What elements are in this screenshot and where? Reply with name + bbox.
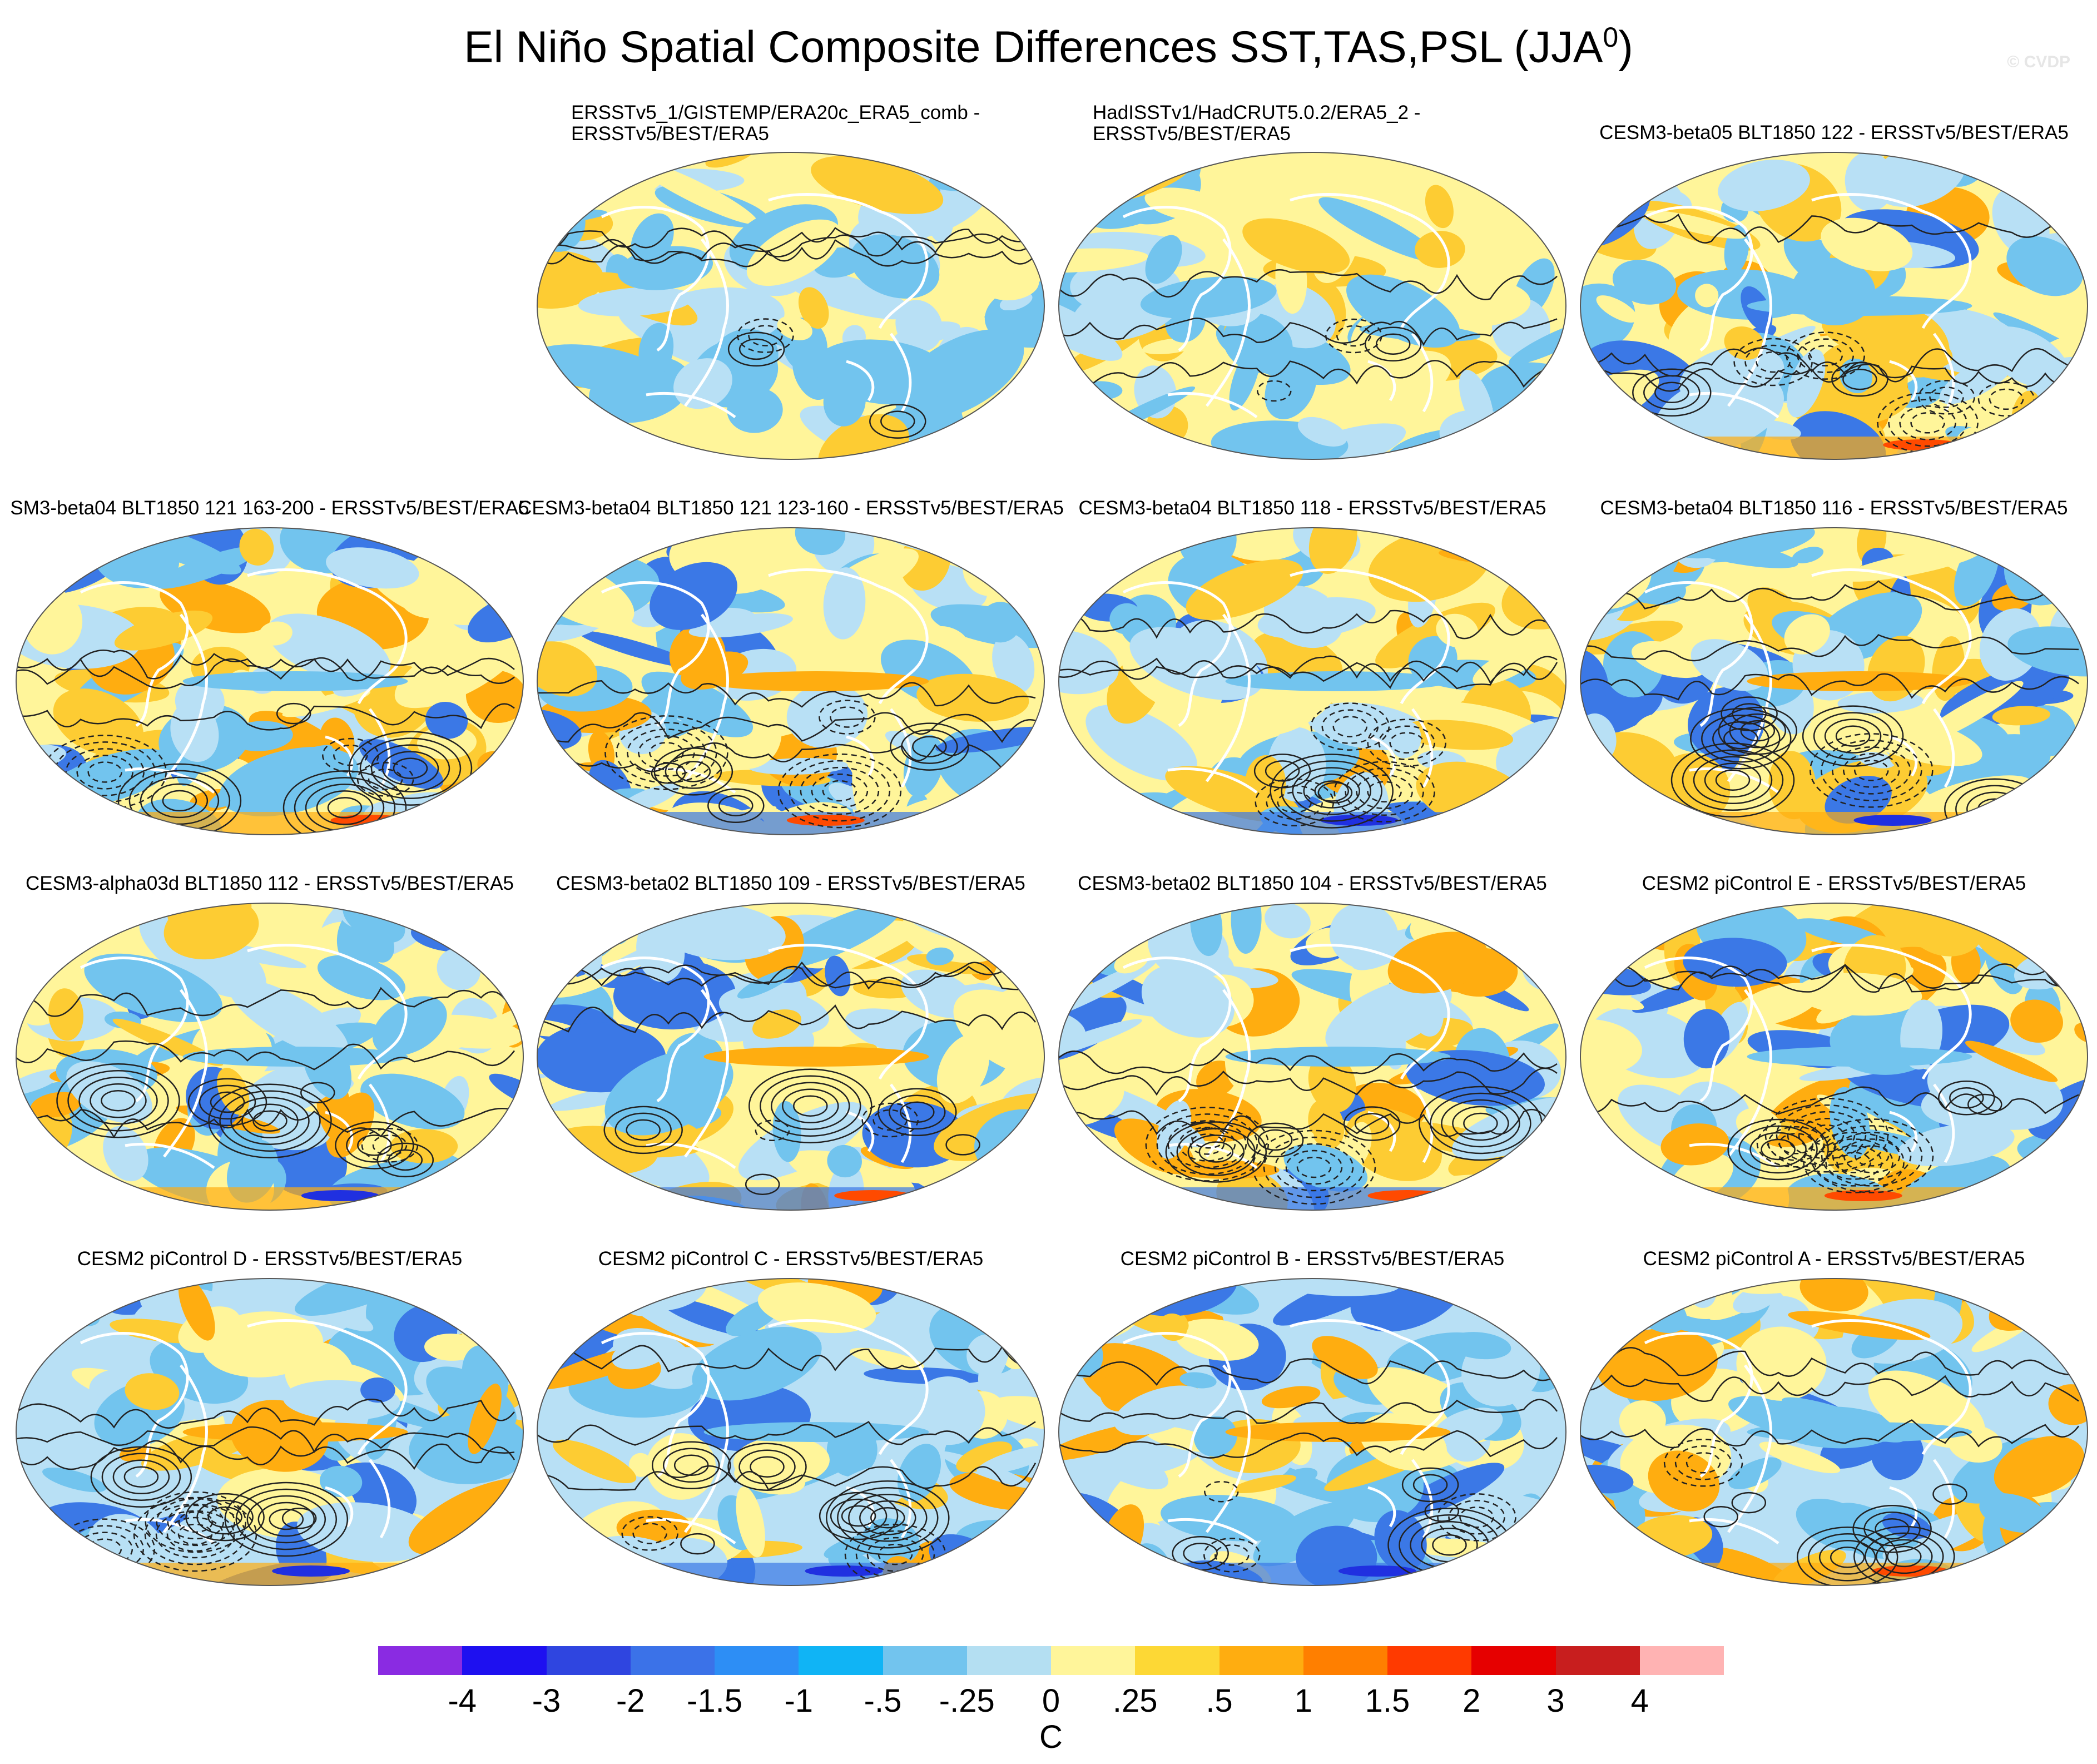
panel-title: CESM2 piControl D - ERSSTv5/BEST/ERA5 [77,1248,462,1270]
panel-title-line1: ERSSTv5_1/GISTEMP/ERA20c_ERA5_comb - [571,102,980,123]
colorbar-tick-label: 4 [1630,1683,1649,1719]
colorbar [378,1646,1724,1675]
robinson-map [16,903,524,1211]
panel-title-line1: CESM3-alpha03d BLT1850 112 - ERSSTv5/BES… [25,873,514,894]
colorbar-box [630,1646,715,1675]
colorbar-unit: C [1039,1719,1063,1755]
colorbar-box [1555,1646,1640,1675]
panel-title-line1: CESM3-beta02 BLT1850 104 - ERSSTv5/BEST/… [1078,873,1547,894]
colorbar-box [966,1646,1051,1675]
panel-title: CESM2 piControl B - ERSSTv5/BEST/ERA5 [1121,1248,1505,1270]
colorbar-box [378,1646,463,1675]
panel-title: CESM2 piControl C - ERSSTv5/BEST/ERA5 [598,1248,983,1270]
panel-title: ERSSTv5_1/GISTEMP/ERA20c_ERA5_comb - ERSS… [571,102,980,145]
panel-title: CESM2 piControl A - ERSSTv5/BEST/ERA5 [1643,1248,2025,1270]
colorbar-box [462,1646,547,1675]
colorbar-tick-label: .5 [1206,1683,1233,1719]
colorbar-box [1303,1646,1387,1675]
panel-title: CESM3-beta04 BLT1850 118 - ERSSTv5/BEST/… [1078,498,1546,519]
colorbar-box [1219,1646,1303,1675]
colorbar-tick-label: -4 [448,1683,477,1719]
panel-title: SM3-beta04 BLT1850 121 163-200 - ERSSTv5… [10,498,529,519]
panel-title: CESM3-beta04 BLT1850 116 - ERSSTv5/BEST/… [1600,498,2068,519]
colorbar-tick-label: -1 [784,1683,814,1719]
colorbar-tick-label: -3 [532,1683,561,1719]
panel-title-line2: ERSSTv5/BEST/ERA5 [571,123,769,145]
cvdp-watermark: © CVDP [2007,53,2070,71]
page-title: El Niño Spatial Composite Differences SS… [464,22,1633,72]
robinson-map [1580,903,2088,1211]
robinson-map [16,1278,524,1586]
colorbar-tick-label: 3 [1546,1683,1565,1719]
robinson-map [537,527,1045,835]
colorbar-box [1135,1646,1219,1675]
robinson-map [1058,903,1566,1211]
robinson-map [1580,527,2088,835]
panel-title-line1: HadISSTv1/HadCRUT5.0.2/ERA5_2 - [1093,102,1421,123]
colorbar-tick-label: 1 [1294,1683,1312,1719]
panel-title: HadISSTv1/HadCRUT5.0.2/ERA5_2 - ERSSTv5/B… [1093,102,1420,145]
colorbar-box [715,1646,799,1675]
panel-title-line1: CESM3-beta04 BLT1850 116 - ERSSTv5/BEST/… [1600,497,2068,519]
colorbar-tick-label: -1.5 [687,1683,742,1719]
panel-title-line1: CESM3-beta02 BLT1850 109 - ERSSTv5/BEST/… [556,873,1025,894]
colorbar-box [1051,1646,1136,1675]
robinson-map [537,152,1045,460]
panel-title-line2: ERSSTv5/BEST/ERA5 [1093,123,1291,145]
colorbar-tick-label: 2 [1463,1683,1481,1719]
panel-title: CESM3-beta02 BLT1850 104 - ERSSTv5/BEST/… [1078,873,1547,894]
panel-title-line1: CESM2 piControl E - ERSSTv5/BEST/ERA5 [1642,873,2026,894]
robinson-map [537,1278,1045,1586]
robinson-map [1058,152,1566,460]
panel-title-line1: CESM2 piControl D - ERSSTv5/BEST/ERA5 [77,1248,463,1270]
robinson-map [1058,527,1566,835]
panel-title-line1: CESM3-beta05 BLT1850 122 - ERSSTv5/BEST/… [1599,122,2069,143]
panel-title: CESM3-beta05 BLT1850 122 - ERSSTv5/BEST/… [1599,122,2069,143]
panel-title-line1: CESM2 piControl C - ERSSTv5/BEST/ERA5 [598,1248,984,1270]
panel-title-line1: CESM2 piControl B - ERSSTv5/BEST/ERA5 [1120,1248,1505,1270]
colorbar-tick-label: 1.5 [1365,1683,1410,1719]
colorbar-tick-label: -.25 [939,1683,995,1719]
colorbar-tick-label: .25 [1112,1683,1158,1719]
robinson-map [1580,152,2088,460]
panel-title-line1: CESM3-beta04 BLT1850 118 - ERSSTv5/BEST/… [1078,497,1546,519]
panel-title-line1: CESM2 piControl A - ERSSTv5/BEST/ERA5 [1643,1248,2025,1270]
panel-title: CESM3-beta02 BLT1850 109 - ERSSTv5/BEST/… [556,873,1025,894]
robinson-map [1058,1278,1566,1586]
colorbar-box [1387,1646,1472,1675]
colorbar-tick-label: -.5 [864,1683,902,1719]
robinson-map [1580,1278,2088,1586]
panel-title-line1: SM3-beta04 BLT1850 121 163-200 - ERSSTv5… [10,497,529,519]
panel-title: CESM3-alpha03d BLT1850 112 - ERSSTv5/BES… [26,873,514,894]
panel-title: CESM2 piControl E - ERSSTv5/BEST/ERA5 [1642,873,2026,894]
colorbar-tick-label: -2 [616,1683,645,1719]
colorbar-box [1639,1646,1724,1675]
colorbar-box [799,1646,883,1675]
colorbar-box [883,1646,967,1675]
robinson-map [16,527,524,835]
panel-title-line1: CESM3-beta04 BLT1850 121 123-160 - ERSST… [518,497,1064,519]
colorbar-box [546,1646,631,1675]
colorbar-tick-label: 0 [1042,1683,1060,1719]
robinson-map [537,903,1045,1211]
colorbar-box [1471,1646,1556,1675]
panel-title: CESM3-beta04 BLT1850 121 123-160 - ERSST… [518,498,1064,519]
